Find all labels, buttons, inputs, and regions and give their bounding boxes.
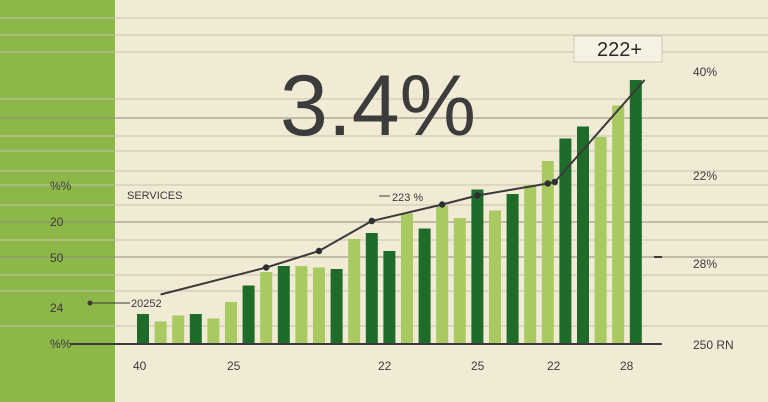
callout-label: 222+ (597, 39, 642, 61)
trend-point (544, 180, 551, 187)
x-tick-5: 22 (547, 359, 561, 373)
bar (207, 318, 220, 344)
trend-point (551, 178, 558, 186)
bar (524, 185, 537, 344)
bar (418, 228, 431, 344)
trend-point (263, 264, 270, 271)
bar (189, 314, 202, 344)
headline-value: 3.4% (280, 58, 476, 154)
left-tick-2: 20 (50, 215, 64, 229)
x-tick-4: 25 (471, 359, 485, 373)
bar (559, 138, 572, 344)
right-tick-2: 22% (693, 169, 717, 183)
bar (401, 213, 413, 344)
bar (506, 194, 519, 344)
left-green-panel (0, 0, 115, 402)
bar (471, 189, 484, 344)
right-tick-4: 250 RN (693, 338, 734, 352)
right-tick-3: 28% (693, 257, 717, 271)
trend-point (474, 192, 481, 199)
bar (541, 161, 554, 344)
bar (172, 315, 185, 344)
bar (242, 285, 255, 344)
bar (330, 269, 343, 344)
bar (577, 126, 589, 344)
left-tick-4: 24 (50, 301, 64, 315)
bar (612, 105, 625, 344)
section-label: SERVICES (127, 190, 182, 202)
bar (365, 233, 378, 344)
bar (348, 239, 361, 344)
bar (453, 218, 466, 344)
annotation-20252: 20252 (131, 298, 162, 310)
trend-point (368, 217, 375, 225)
left-tick-5: %% (50, 337, 72, 351)
x-tick-1: 40 (133, 359, 147, 373)
bar (295, 266, 308, 344)
bar (277, 266, 290, 344)
callout-box (573, 35, 663, 63)
bar (137, 314, 149, 344)
bar (383, 251, 396, 344)
bar (225, 302, 237, 344)
x-tick-6: 28 (620, 359, 634, 373)
left-tick-1: %% (50, 179, 72, 193)
bar (154, 321, 167, 344)
bar (313, 267, 325, 344)
bar (629, 80, 642, 344)
bar (260, 272, 273, 344)
bar (436, 206, 449, 344)
trend-point (315, 247, 323, 255)
x-tick-2: 25 (227, 359, 241, 373)
trend-line (160, 79, 646, 296)
right-tick-1: 40% (693, 65, 717, 79)
bar (594, 137, 607, 344)
x-tick-3: 22 (378, 359, 392, 373)
left-tick-3: 50 (50, 251, 64, 265)
pointer-20252-dot (87, 300, 93, 306)
annotation-223: 223 % (392, 192, 423, 204)
bar (489, 210, 501, 344)
trend-point (439, 201, 446, 208)
bars (137, 80, 642, 344)
